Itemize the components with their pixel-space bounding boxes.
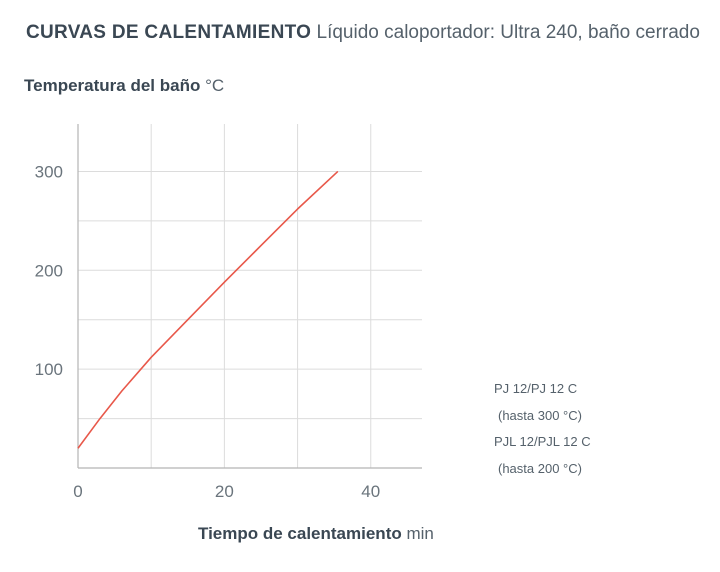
x-axis-label-text: Tiempo de calentamiento — [198, 524, 402, 543]
x-tick-label: 20 — [215, 482, 234, 501]
y-axis-label: Temperatura del baño °C — [24, 76, 224, 96]
y-tick-label: 300 — [35, 162, 63, 181]
legend-line-3: PJL 12/PJL 12 C — [494, 434, 591, 449]
y-axis-label-text: Temperatura del baño — [24, 76, 201, 95]
y-tick-label: 100 — [35, 360, 63, 379]
legend-line-1: PJ 12/PJ 12 C — [494, 381, 578, 396]
legend-line-4: (hasta 200 °C) — [498, 460, 582, 476]
heating-curve-line — [77, 170, 339, 449]
legend: PJ 12/PJ 12 C (hasta 300 °C) PJL 12/PJL … — [494, 376, 591, 482]
x-axis-unit: min — [406, 524, 434, 543]
x-tick-label: 0 — [73, 482, 82, 501]
y-axis-unit: °C — [205, 76, 225, 95]
y-tick-label: 200 — [35, 261, 63, 280]
chart-subtitle: Líquido caloportador: Ultra 240, baño ce… — [316, 22, 700, 43]
x-axis-label: Tiempo de calentamiento min — [198, 524, 434, 544]
chart-title: CURVAS DE CALENTAMIENTO Líquido caloport… — [26, 22, 700, 44]
legend-line-2: (hasta 300 °C) — [498, 407, 582, 423]
x-tick-label: 40 — [361, 482, 380, 501]
chart-title-main: CURVAS DE CALENTAMIENTO — [26, 22, 312, 43]
